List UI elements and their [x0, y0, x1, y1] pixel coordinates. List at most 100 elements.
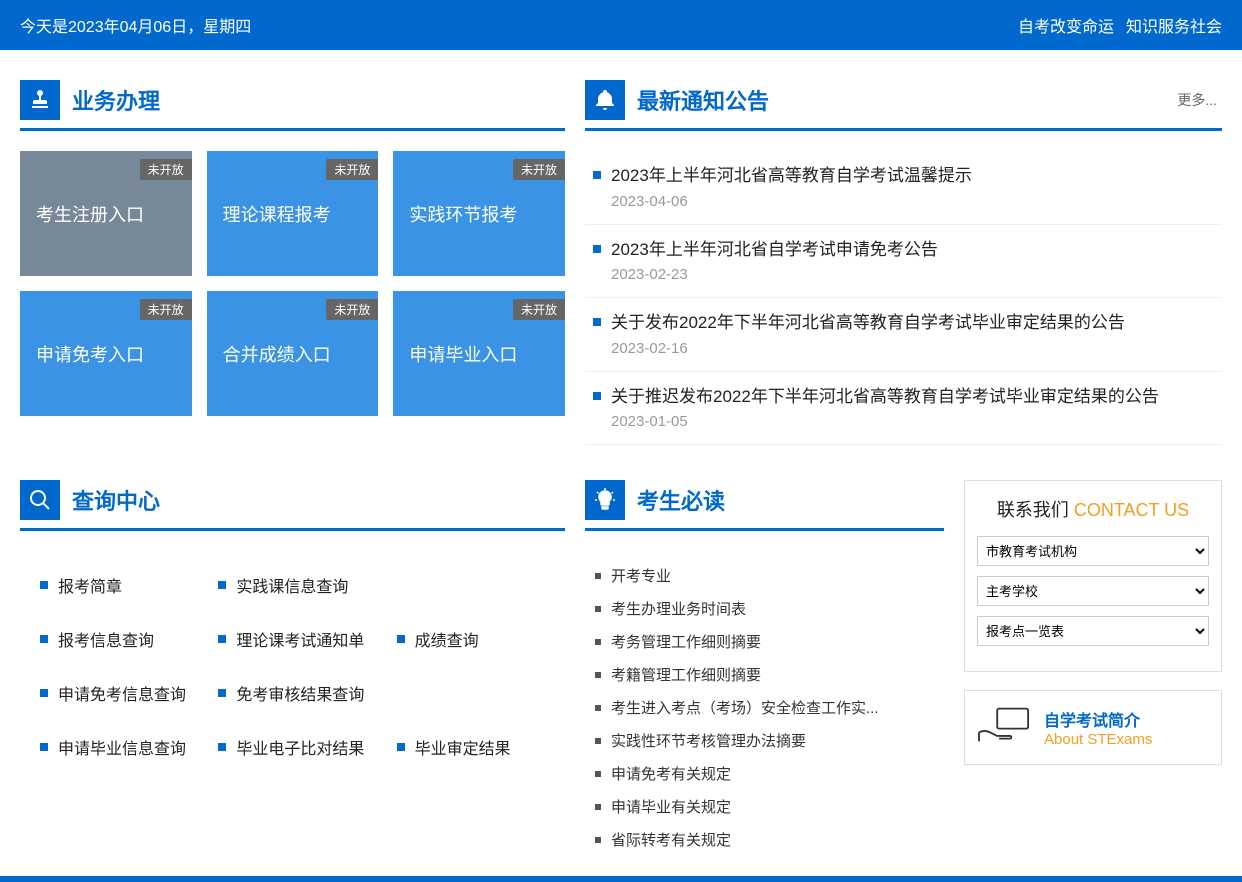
reading-label: 考生办理业务时间表 [611, 598, 746, 619]
reading-label: 实践性环节考核管理办法摘要 [611, 730, 806, 751]
tile-label: 考生注册入口 [36, 201, 144, 227]
query-label: 成绩查询 [415, 627, 479, 651]
service-tile[interactable]: 实践环节报考未开放 [393, 151, 565, 276]
reading-label: 考生进入考点（考场）安全检查工作实... [611, 697, 879, 718]
bullet-icon [593, 318, 601, 326]
contact-select[interactable]: 主考学校 [977, 576, 1209, 606]
query-label: 免考审核结果查询 [236, 681, 364, 705]
bulb-icon [585, 480, 625, 520]
bullet-icon [595, 573, 601, 579]
query-label: 毕业审定结果 [415, 735, 511, 759]
reading-item[interactable]: 考籍管理工作细则摘要 [595, 658, 944, 691]
reading-label: 开考专业 [611, 565, 671, 586]
service-tile[interactable]: 理论课程报考 未开放 [207, 151, 379, 276]
notice-date: 2023-02-23 [611, 266, 1222, 283]
notice-item[interactable]: 2023年上半年河北省自学考试申请免考公告2023-02-23 [585, 225, 1222, 299]
contact-title-cn: 联系我们 [997, 500, 1069, 520]
query-title: 查询中心 [72, 484, 565, 516]
notice-item[interactable]: 关于发布2022年下半年河北省高等教育自学考试毕业审定结果的公告2023-02-… [585, 298, 1222, 372]
contact-title-en: CONTACT US [1074, 500, 1189, 520]
contact-title: 联系我们 CONTACT US [977, 496, 1209, 522]
tile-label: 理论课程报考 [223, 201, 331, 227]
query-item[interactable]: 实践课信息查询 [218, 563, 386, 607]
query-empty [397, 563, 565, 607]
reading-item[interactable]: 考务管理工作细则摘要 [595, 625, 944, 658]
bell-icon [585, 80, 625, 120]
tile-badge: 未开放 [513, 299, 565, 320]
date-text: 今天是2023年04月06日，星期四 [20, 13, 251, 37]
query-item[interactable]: 申请毕业信息查询 [40, 725, 208, 769]
bullet-icon [397, 635, 405, 643]
tile-label: 实践环节报考 [409, 201, 517, 227]
notice-item[interactable]: 2023年上半年河北省高等教育自学考试温馨提示 2023-04-06 [585, 151, 1222, 225]
bullet-icon [218, 635, 226, 643]
bullet-icon [595, 738, 601, 744]
reading-title: 考生必读 [637, 484, 944, 516]
about-line2: About STExams [1044, 731, 1152, 748]
reading-item[interactable]: 申请免考有关规定 [595, 757, 944, 790]
contact-select[interactable]: 报考点一览表 [977, 616, 1209, 646]
query-item[interactable]: 理论课考试通知单 [218, 617, 386, 661]
bullet-icon [397, 743, 405, 751]
tile-label: 合并成绩入口 [223, 341, 331, 367]
tile-badge: 未开放 [326, 299, 378, 320]
query-item[interactable]: 毕业审定结果 [397, 725, 565, 769]
notice-list: 2023年上半年河北省高等教育自学考试温馨提示2023-04-062023年上半… [585, 151, 1222, 445]
tile-badge: 未开放 [326, 159, 378, 180]
bullet-icon [595, 639, 601, 645]
reading-item[interactable]: 考生办理业务时间表 [595, 592, 944, 625]
query-grid: 报考简章实践课信息查询报考信息查询 理论课考试通知单 成绩查询申请免考信息查询 免考审… [20, 551, 565, 769]
reading-label: 考务管理工作细则摘要 [611, 631, 761, 652]
query-item[interactable]: 毕业电子比对结果 [218, 725, 386, 769]
service-tile[interactable]: 申请免考入口未开放 [20, 291, 192, 416]
reading-label: 考籍管理工作细则摘要 [611, 664, 761, 685]
reading-item[interactable]: 实践性环节考核管理办法摘要 [595, 724, 944, 757]
notice-item[interactable]: 关于推迟发布2022年下半年河北省高等教育自学考试毕业审定结果的公告 2023-0… [585, 372, 1222, 446]
reading-list: 开考专业考生办理业务时间表考务管理工作细则摘要考籍管理工作细则摘要考生进入考点（… [585, 551, 944, 856]
notices-more-link[interactable]: 更多... [1177, 90, 1217, 110]
about-text: 自学考试简介 About STExams [1044, 707, 1152, 748]
query-label: 报考信息查询 [58, 627, 154, 651]
bullet-icon [40, 581, 48, 589]
service-tiles: 考生注册入口未开放理论课程报考未开放实践环节报考未开放申请免考入口未开放合并成绩… [20, 151, 565, 416]
query-label: 申请毕业信息查询 [58, 735, 186, 759]
reading-item[interactable]: 考生进入考点（考场）安全检查工作实... [595, 691, 944, 724]
bullet-icon [595, 804, 601, 810]
bullet-icon [218, 743, 226, 751]
query-label: 申请免考信息查询 [58, 681, 186, 705]
topbar-slogans: 自考改变命运 知识服务社会 [1018, 13, 1222, 37]
notices-title: 最新通知公告 [637, 84, 1177, 116]
service-tile[interactable]: 考生注册入口 未开放 [20, 151, 192, 276]
service-tile[interactable]: 申请毕业入口未开放 [393, 291, 565, 416]
query-item[interactable]: 报考简章 [40, 563, 208, 607]
bullet-icon [40, 635, 48, 643]
search-icon [20, 480, 60, 520]
footer-line [0, 876, 1242, 882]
query-item[interactable]: 报考信息查询 [40, 617, 208, 661]
notice-date: 2023-01-05 [611, 413, 1222, 430]
reading-item[interactable]: 申请毕业有关规定 [595, 790, 944, 823]
notice-title: 关于推迟发布2022年下半年河北省高等教育自学考试毕业审定结果的公告 [611, 384, 1159, 410]
tile-badge: 未开放 [140, 159, 192, 180]
hand-card-icon [977, 705, 1032, 750]
query-item[interactable]: 申请免考信息查询 [40, 671, 208, 715]
bullet-icon [40, 743, 48, 751]
contact-box: 联系我们 CONTACT US 市教育考试机构主考学校报考点一览表 [964, 480, 1222, 672]
slogan-1: 自考改变命运 [1018, 13, 1114, 37]
reading-item[interactable]: 开考专业 [595, 559, 944, 592]
notice-title: 2023年上半年河北省高等教育自学考试温馨提示 [611, 163, 972, 189]
service-tile[interactable]: 合并成绩入口 未开放 [207, 291, 379, 416]
notice-date: 2023-04-06 [611, 193, 1222, 210]
query-item[interactable]: 成绩查询 [397, 617, 565, 661]
query-item[interactable]: 免考审核结果查询 [218, 671, 386, 715]
topbar: 今天是2023年04月06日，星期四 自考改变命运 知识服务社会 [0, 0, 1242, 50]
about-line1: 自学考试简介 [1044, 707, 1152, 731]
notice-title: 关于发布2022年下半年河北省高等教育自学考试毕业审定结果的公告 [611, 310, 1125, 336]
reading-label: 申请毕业有关规定 [611, 796, 731, 817]
services-title: 业务办理 [72, 84, 565, 116]
contact-select[interactable]: 市教育考试机构 [977, 536, 1209, 566]
tile-label: 申请免考入口 [36, 341, 144, 367]
bullet-icon [593, 392, 601, 400]
about-box[interactable]: 自学考试简介 About STExams [964, 690, 1222, 765]
reading-item[interactable]: 省际转考有关规定 [595, 823, 944, 856]
